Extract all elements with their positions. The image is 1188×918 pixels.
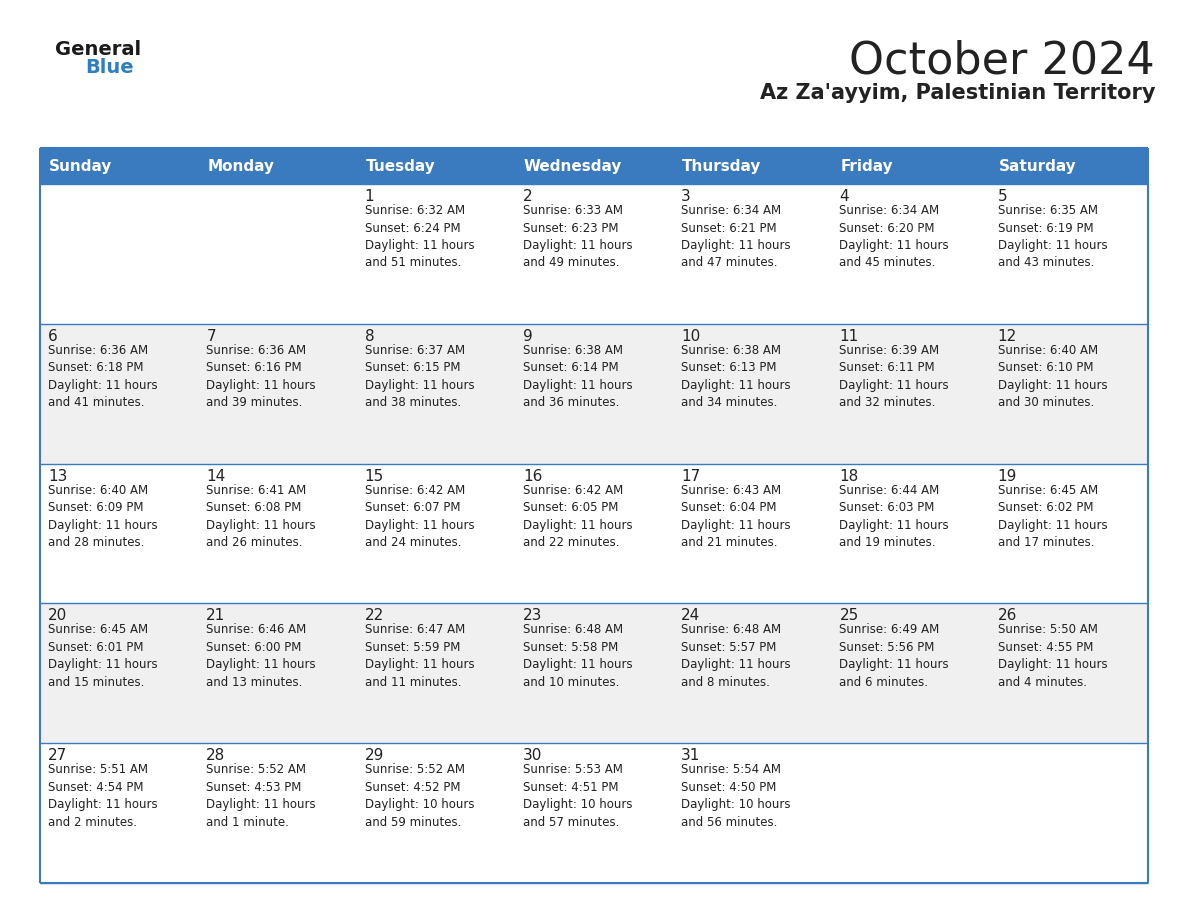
Text: Sunrise: 6:32 AM
Sunset: 6:24 PM
Daylight: 11 hours
and 51 minutes.: Sunrise: 6:32 AM Sunset: 6:24 PM Dayligh…	[365, 204, 474, 270]
Text: Sunrise: 5:50 AM
Sunset: 4:55 PM
Daylight: 11 hours
and 4 minutes.: Sunrise: 5:50 AM Sunset: 4:55 PM Dayligh…	[998, 623, 1107, 688]
Text: 2: 2	[523, 189, 532, 204]
Text: Sunrise: 6:40 AM
Sunset: 6:09 PM
Daylight: 11 hours
and 28 minutes.: Sunrise: 6:40 AM Sunset: 6:09 PM Dayligh…	[48, 484, 158, 549]
Text: 24: 24	[681, 609, 701, 623]
Text: Sunrise: 6:34 AM
Sunset: 6:20 PM
Daylight: 11 hours
and 45 minutes.: Sunrise: 6:34 AM Sunset: 6:20 PM Dayligh…	[840, 204, 949, 270]
Bar	[40, 744, 1148, 883]
Text: October 2024: October 2024	[849, 40, 1155, 83]
Text: Friday: Friday	[840, 159, 893, 174]
Text: 1: 1	[365, 189, 374, 204]
Text: 8: 8	[365, 329, 374, 344]
Text: 6: 6	[48, 329, 58, 344]
Text: Sunrise: 6:45 AM
Sunset: 6:02 PM
Daylight: 11 hours
and 17 minutes.: Sunrise: 6:45 AM Sunset: 6:02 PM Dayligh…	[998, 484, 1107, 549]
Text: 12: 12	[998, 329, 1017, 344]
Text: Sunrise: 6:41 AM
Sunset: 6:08 PM
Daylight: 11 hours
and 26 minutes.: Sunrise: 6:41 AM Sunset: 6:08 PM Dayligh…	[207, 484, 316, 549]
Text: 23: 23	[523, 609, 542, 623]
Text: 4: 4	[840, 189, 849, 204]
Bar	[40, 184, 1148, 324]
Text: Sunrise: 6:44 AM
Sunset: 6:03 PM
Daylight: 11 hours
and 19 minutes.: Sunrise: 6:44 AM Sunset: 6:03 PM Dayligh…	[840, 484, 949, 549]
Text: 20: 20	[48, 609, 68, 623]
Bar	[674, 148, 832, 184]
Bar	[514, 148, 674, 184]
Text: Wednesday: Wednesday	[524, 159, 623, 174]
Text: Sunrise: 6:42 AM
Sunset: 6:05 PM
Daylight: 11 hours
and 22 minutes.: Sunrise: 6:42 AM Sunset: 6:05 PM Dayligh…	[523, 484, 632, 549]
Bar	[40, 603, 1148, 744]
Text: 14: 14	[207, 468, 226, 484]
Bar	[990, 148, 1148, 184]
Text: Sunrise: 5:52 AM
Sunset: 4:53 PM
Daylight: 11 hours
and 1 minute.: Sunrise: 5:52 AM Sunset: 4:53 PM Dayligh…	[207, 763, 316, 829]
Bar	[40, 148, 198, 184]
Text: 26: 26	[998, 609, 1017, 623]
Text: Blue: Blue	[86, 58, 133, 77]
Text: 27: 27	[48, 748, 68, 763]
Bar	[40, 324, 1148, 464]
Text: Sunrise: 6:35 AM
Sunset: 6:19 PM
Daylight: 11 hours
and 43 minutes.: Sunrise: 6:35 AM Sunset: 6:19 PM Dayligh…	[998, 204, 1107, 270]
Text: 29: 29	[365, 748, 384, 763]
Text: Thursday: Thursday	[682, 159, 762, 174]
Text: Sunrise: 5:51 AM
Sunset: 4:54 PM
Daylight: 11 hours
and 2 minutes.: Sunrise: 5:51 AM Sunset: 4:54 PM Dayligh…	[48, 763, 158, 829]
Text: Az Za'ayyim, Palestinian Territory: Az Za'ayyim, Palestinian Territory	[759, 83, 1155, 103]
Text: Tuesday: Tuesday	[366, 159, 435, 174]
Bar	[198, 148, 356, 184]
Text: 5: 5	[998, 189, 1007, 204]
Text: Sunrise: 6:36 AM
Sunset: 6:18 PM
Daylight: 11 hours
and 41 minutes.: Sunrise: 6:36 AM Sunset: 6:18 PM Dayligh…	[48, 344, 158, 409]
Text: Sunrise: 6:49 AM
Sunset: 5:56 PM
Daylight: 11 hours
and 6 minutes.: Sunrise: 6:49 AM Sunset: 5:56 PM Dayligh…	[840, 623, 949, 688]
Text: Sunrise: 6:45 AM
Sunset: 6:01 PM
Daylight: 11 hours
and 15 minutes.: Sunrise: 6:45 AM Sunset: 6:01 PM Dayligh…	[48, 623, 158, 688]
Text: Sunrise: 6:46 AM
Sunset: 6:00 PM
Daylight: 11 hours
and 13 minutes.: Sunrise: 6:46 AM Sunset: 6:00 PM Dayligh…	[207, 623, 316, 688]
Text: 7: 7	[207, 329, 216, 344]
Text: 15: 15	[365, 468, 384, 484]
Text: Sunrise: 6:33 AM
Sunset: 6:23 PM
Daylight: 11 hours
and 49 minutes.: Sunrise: 6:33 AM Sunset: 6:23 PM Dayligh…	[523, 204, 632, 270]
Text: 16: 16	[523, 468, 542, 484]
Bar	[356, 148, 514, 184]
Text: 19: 19	[998, 468, 1017, 484]
Text: 31: 31	[681, 748, 701, 763]
Text: Sunrise: 6:37 AM
Sunset: 6:15 PM
Daylight: 11 hours
and 38 minutes.: Sunrise: 6:37 AM Sunset: 6:15 PM Dayligh…	[365, 344, 474, 409]
Text: Sunrise: 6:38 AM
Sunset: 6:13 PM
Daylight: 11 hours
and 34 minutes.: Sunrise: 6:38 AM Sunset: 6:13 PM Dayligh…	[681, 344, 791, 409]
Text: Sunrise: 6:40 AM
Sunset: 6:10 PM
Daylight: 11 hours
and 30 minutes.: Sunrise: 6:40 AM Sunset: 6:10 PM Dayligh…	[998, 344, 1107, 409]
Text: Sunrise: 5:52 AM
Sunset: 4:52 PM
Daylight: 10 hours
and 59 minutes.: Sunrise: 5:52 AM Sunset: 4:52 PM Dayligh…	[365, 763, 474, 829]
Text: Sunrise: 6:48 AM
Sunset: 5:57 PM
Daylight: 11 hours
and 8 minutes.: Sunrise: 6:48 AM Sunset: 5:57 PM Dayligh…	[681, 623, 791, 688]
Text: Sunrise: 6:34 AM
Sunset: 6:21 PM
Daylight: 11 hours
and 47 minutes.: Sunrise: 6:34 AM Sunset: 6:21 PM Dayligh…	[681, 204, 791, 270]
Text: 13: 13	[48, 468, 68, 484]
Text: Sunrise: 6:48 AM
Sunset: 5:58 PM
Daylight: 11 hours
and 10 minutes.: Sunrise: 6:48 AM Sunset: 5:58 PM Dayligh…	[523, 623, 632, 688]
Text: Sunrise: 6:42 AM
Sunset: 6:07 PM
Daylight: 11 hours
and 24 minutes.: Sunrise: 6:42 AM Sunset: 6:07 PM Dayligh…	[365, 484, 474, 549]
Text: 25: 25	[840, 609, 859, 623]
Text: 21: 21	[207, 609, 226, 623]
Text: 18: 18	[840, 468, 859, 484]
Text: Sunday: Sunday	[49, 159, 113, 174]
Text: 17: 17	[681, 468, 701, 484]
Bar	[832, 148, 990, 184]
Text: Sunrise: 6:47 AM
Sunset: 5:59 PM
Daylight: 11 hours
and 11 minutes.: Sunrise: 6:47 AM Sunset: 5:59 PM Dayligh…	[365, 623, 474, 688]
Text: General: General	[55, 40, 141, 59]
Text: Saturday: Saturday	[999, 159, 1076, 174]
Text: 22: 22	[365, 609, 384, 623]
Text: 28: 28	[207, 748, 226, 763]
Text: Sunrise: 5:54 AM
Sunset: 4:50 PM
Daylight: 10 hours
and 56 minutes.: Sunrise: 5:54 AM Sunset: 4:50 PM Dayligh…	[681, 763, 791, 829]
Text: 10: 10	[681, 329, 701, 344]
Text: Monday: Monday	[207, 159, 274, 174]
Text: Sunrise: 6:43 AM
Sunset: 6:04 PM
Daylight: 11 hours
and 21 minutes.: Sunrise: 6:43 AM Sunset: 6:04 PM Dayligh…	[681, 484, 791, 549]
Text: Sunrise: 6:38 AM
Sunset: 6:14 PM
Daylight: 11 hours
and 36 minutes.: Sunrise: 6:38 AM Sunset: 6:14 PM Dayligh…	[523, 344, 632, 409]
Text: 30: 30	[523, 748, 542, 763]
Bar	[40, 464, 1148, 603]
Text: Sunrise: 6:36 AM
Sunset: 6:16 PM
Daylight: 11 hours
and 39 minutes.: Sunrise: 6:36 AM Sunset: 6:16 PM Dayligh…	[207, 344, 316, 409]
Text: Sunrise: 6:39 AM
Sunset: 6:11 PM
Daylight: 11 hours
and 32 minutes.: Sunrise: 6:39 AM Sunset: 6:11 PM Dayligh…	[840, 344, 949, 409]
Polygon shape	[163, 860, 181, 876]
Text: 3: 3	[681, 189, 691, 204]
Text: 11: 11	[840, 329, 859, 344]
Text: 9: 9	[523, 329, 532, 344]
Text: Sunrise: 5:53 AM
Sunset: 4:51 PM
Daylight: 10 hours
and 57 minutes.: Sunrise: 5:53 AM Sunset: 4:51 PM Dayligh…	[523, 763, 632, 829]
